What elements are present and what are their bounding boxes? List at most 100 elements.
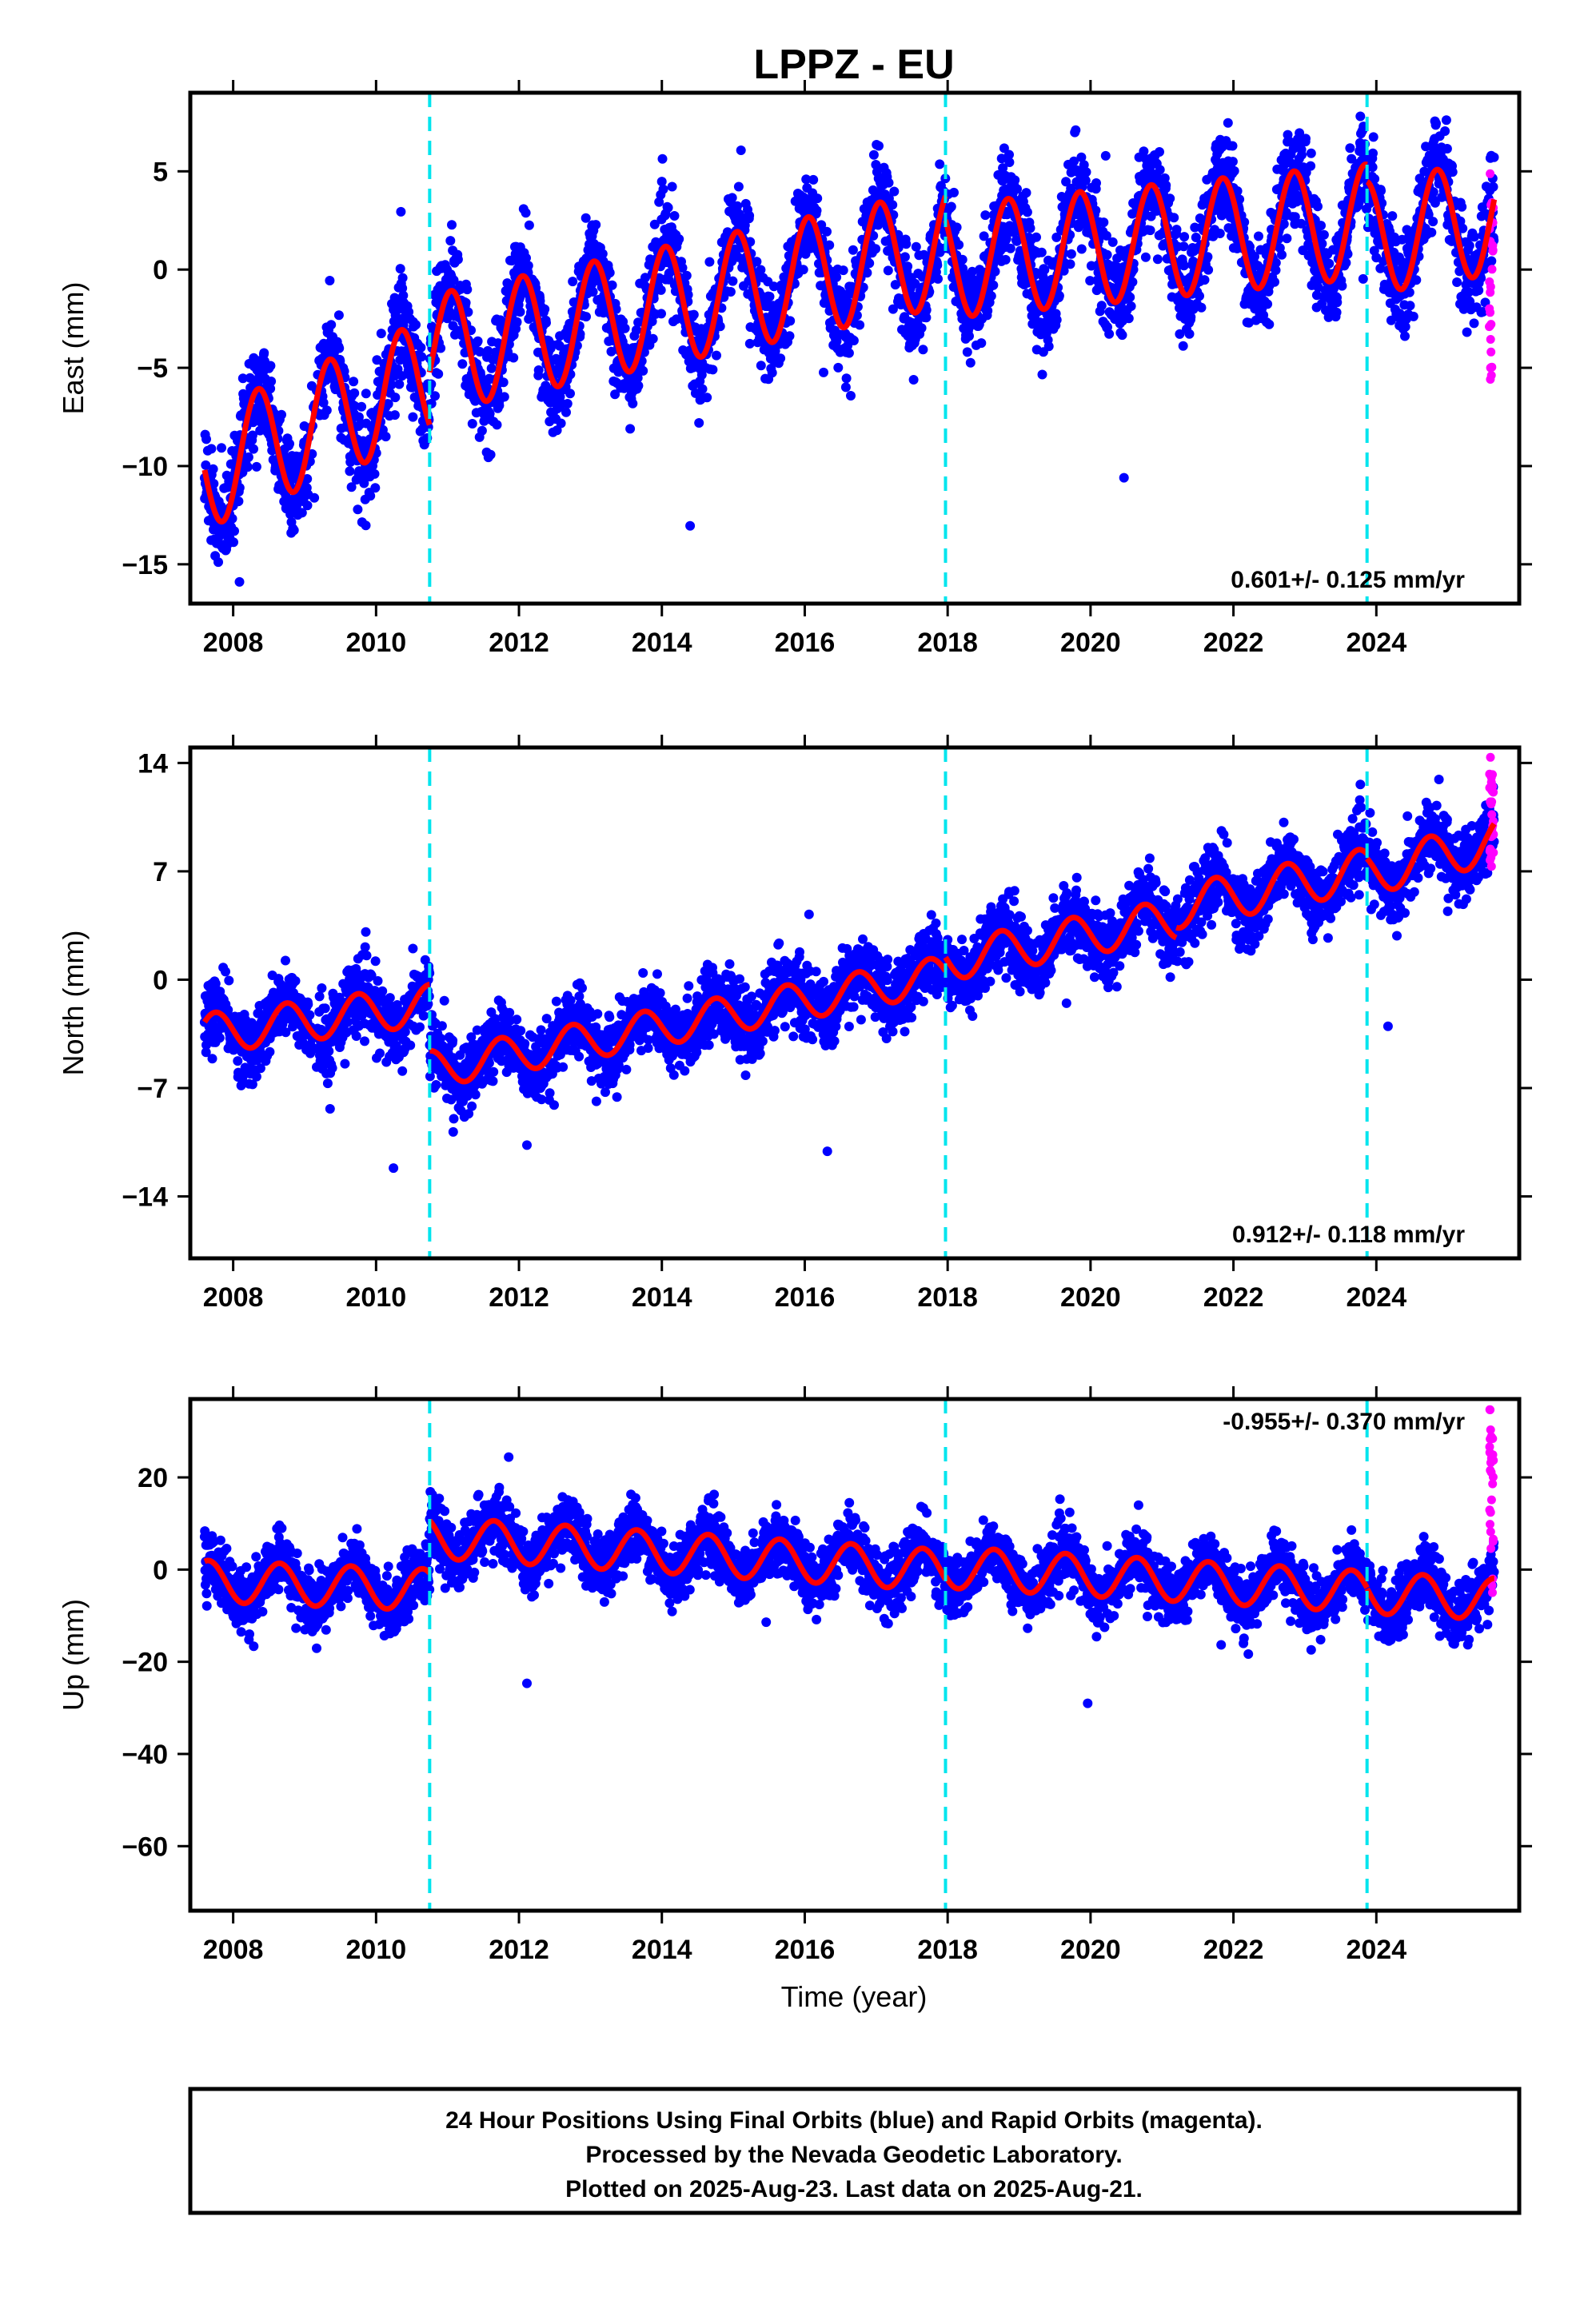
data-point xyxy=(390,410,400,420)
data-point xyxy=(1316,221,1326,230)
data-point xyxy=(581,213,591,223)
data-point xyxy=(1440,126,1450,136)
data-point xyxy=(1270,277,1279,287)
data-point xyxy=(682,271,692,281)
data-point xyxy=(1155,165,1165,174)
y-axis-label-east: East (mm) xyxy=(57,282,90,415)
data-point xyxy=(839,265,848,275)
data-point xyxy=(952,222,962,232)
data-point xyxy=(235,577,245,587)
data-point xyxy=(712,351,721,361)
data-point xyxy=(349,377,358,386)
data-point xyxy=(848,245,858,255)
data-point xyxy=(785,316,795,325)
rate-label-east: 0.601+/- 0.125 mm/yr xyxy=(1231,567,1465,593)
data-point xyxy=(1161,181,1171,190)
data-point xyxy=(1457,202,1466,212)
data-point xyxy=(744,211,754,221)
data-point xyxy=(855,321,864,330)
data-point xyxy=(521,208,531,217)
data-point xyxy=(884,178,894,188)
data-point xyxy=(1031,233,1041,242)
data-point xyxy=(309,493,319,503)
data-point xyxy=(1431,118,1441,128)
data-point xyxy=(1044,341,1054,351)
data-point xyxy=(201,434,211,444)
data-point xyxy=(966,358,976,368)
data-point xyxy=(394,380,404,389)
data-point xyxy=(447,220,457,229)
data-point xyxy=(1101,151,1111,161)
data-point xyxy=(670,211,680,221)
data-point xyxy=(903,261,912,271)
data-point xyxy=(628,399,637,409)
data-point xyxy=(259,349,269,358)
data-point xyxy=(265,1047,274,1057)
data-point xyxy=(1103,250,1112,260)
data-point xyxy=(303,999,313,1009)
data-point xyxy=(381,432,391,441)
data-point xyxy=(557,419,566,429)
y-tick-label: 5 xyxy=(153,157,168,187)
data-point xyxy=(524,261,533,270)
data-point xyxy=(1411,275,1421,285)
y-tick-label: 0 xyxy=(153,255,168,285)
data-point xyxy=(377,329,386,338)
data-point xyxy=(888,200,897,209)
data-point xyxy=(702,393,712,402)
data-point xyxy=(1359,274,1368,284)
data-point xyxy=(252,462,261,472)
data-point xyxy=(209,464,218,474)
data-point xyxy=(324,1046,333,1056)
data-point xyxy=(541,318,551,328)
data-point xyxy=(349,389,359,398)
data-point xyxy=(656,285,666,295)
data-point xyxy=(1091,178,1101,188)
data-point xyxy=(1329,284,1339,293)
data-point xyxy=(1306,161,1315,171)
data-point xyxy=(1230,166,1239,176)
data-point xyxy=(694,418,704,428)
data-point xyxy=(1228,157,1238,166)
rapid-point xyxy=(1486,335,1495,344)
data-point xyxy=(233,1056,242,1066)
data-point xyxy=(638,366,648,376)
data-point xyxy=(1387,211,1397,221)
data-point xyxy=(1448,167,1458,177)
data-point xyxy=(1332,308,1342,317)
data-point xyxy=(1195,291,1204,301)
data-point xyxy=(844,349,854,358)
data-point xyxy=(785,331,795,341)
data-point xyxy=(1165,193,1175,203)
data-point xyxy=(752,257,761,266)
data-point xyxy=(1067,249,1076,259)
data-point xyxy=(1228,142,1238,151)
x-tick-label: 2010 xyxy=(346,628,407,658)
data-point xyxy=(323,1078,333,1088)
data-point xyxy=(1082,167,1091,177)
data-point xyxy=(1010,175,1019,185)
data-point xyxy=(1442,144,1452,153)
data-point xyxy=(265,361,275,371)
data-point xyxy=(281,956,290,966)
data-point xyxy=(213,557,223,567)
data-point xyxy=(668,182,677,192)
data-point xyxy=(289,525,299,535)
data-point xyxy=(208,1054,217,1063)
data-point xyxy=(1153,254,1163,264)
data-point xyxy=(633,381,643,391)
data-point xyxy=(1486,257,1496,266)
data-point xyxy=(357,402,366,412)
data-point xyxy=(462,285,472,294)
data-point xyxy=(708,365,717,374)
data-point xyxy=(1052,315,1062,325)
x-tick-label: 2020 xyxy=(1060,628,1121,658)
rapid-point xyxy=(1486,348,1495,357)
data-point xyxy=(361,520,371,530)
data-point xyxy=(1400,332,1410,341)
data-point xyxy=(1376,186,1386,196)
data-point xyxy=(1127,301,1136,311)
